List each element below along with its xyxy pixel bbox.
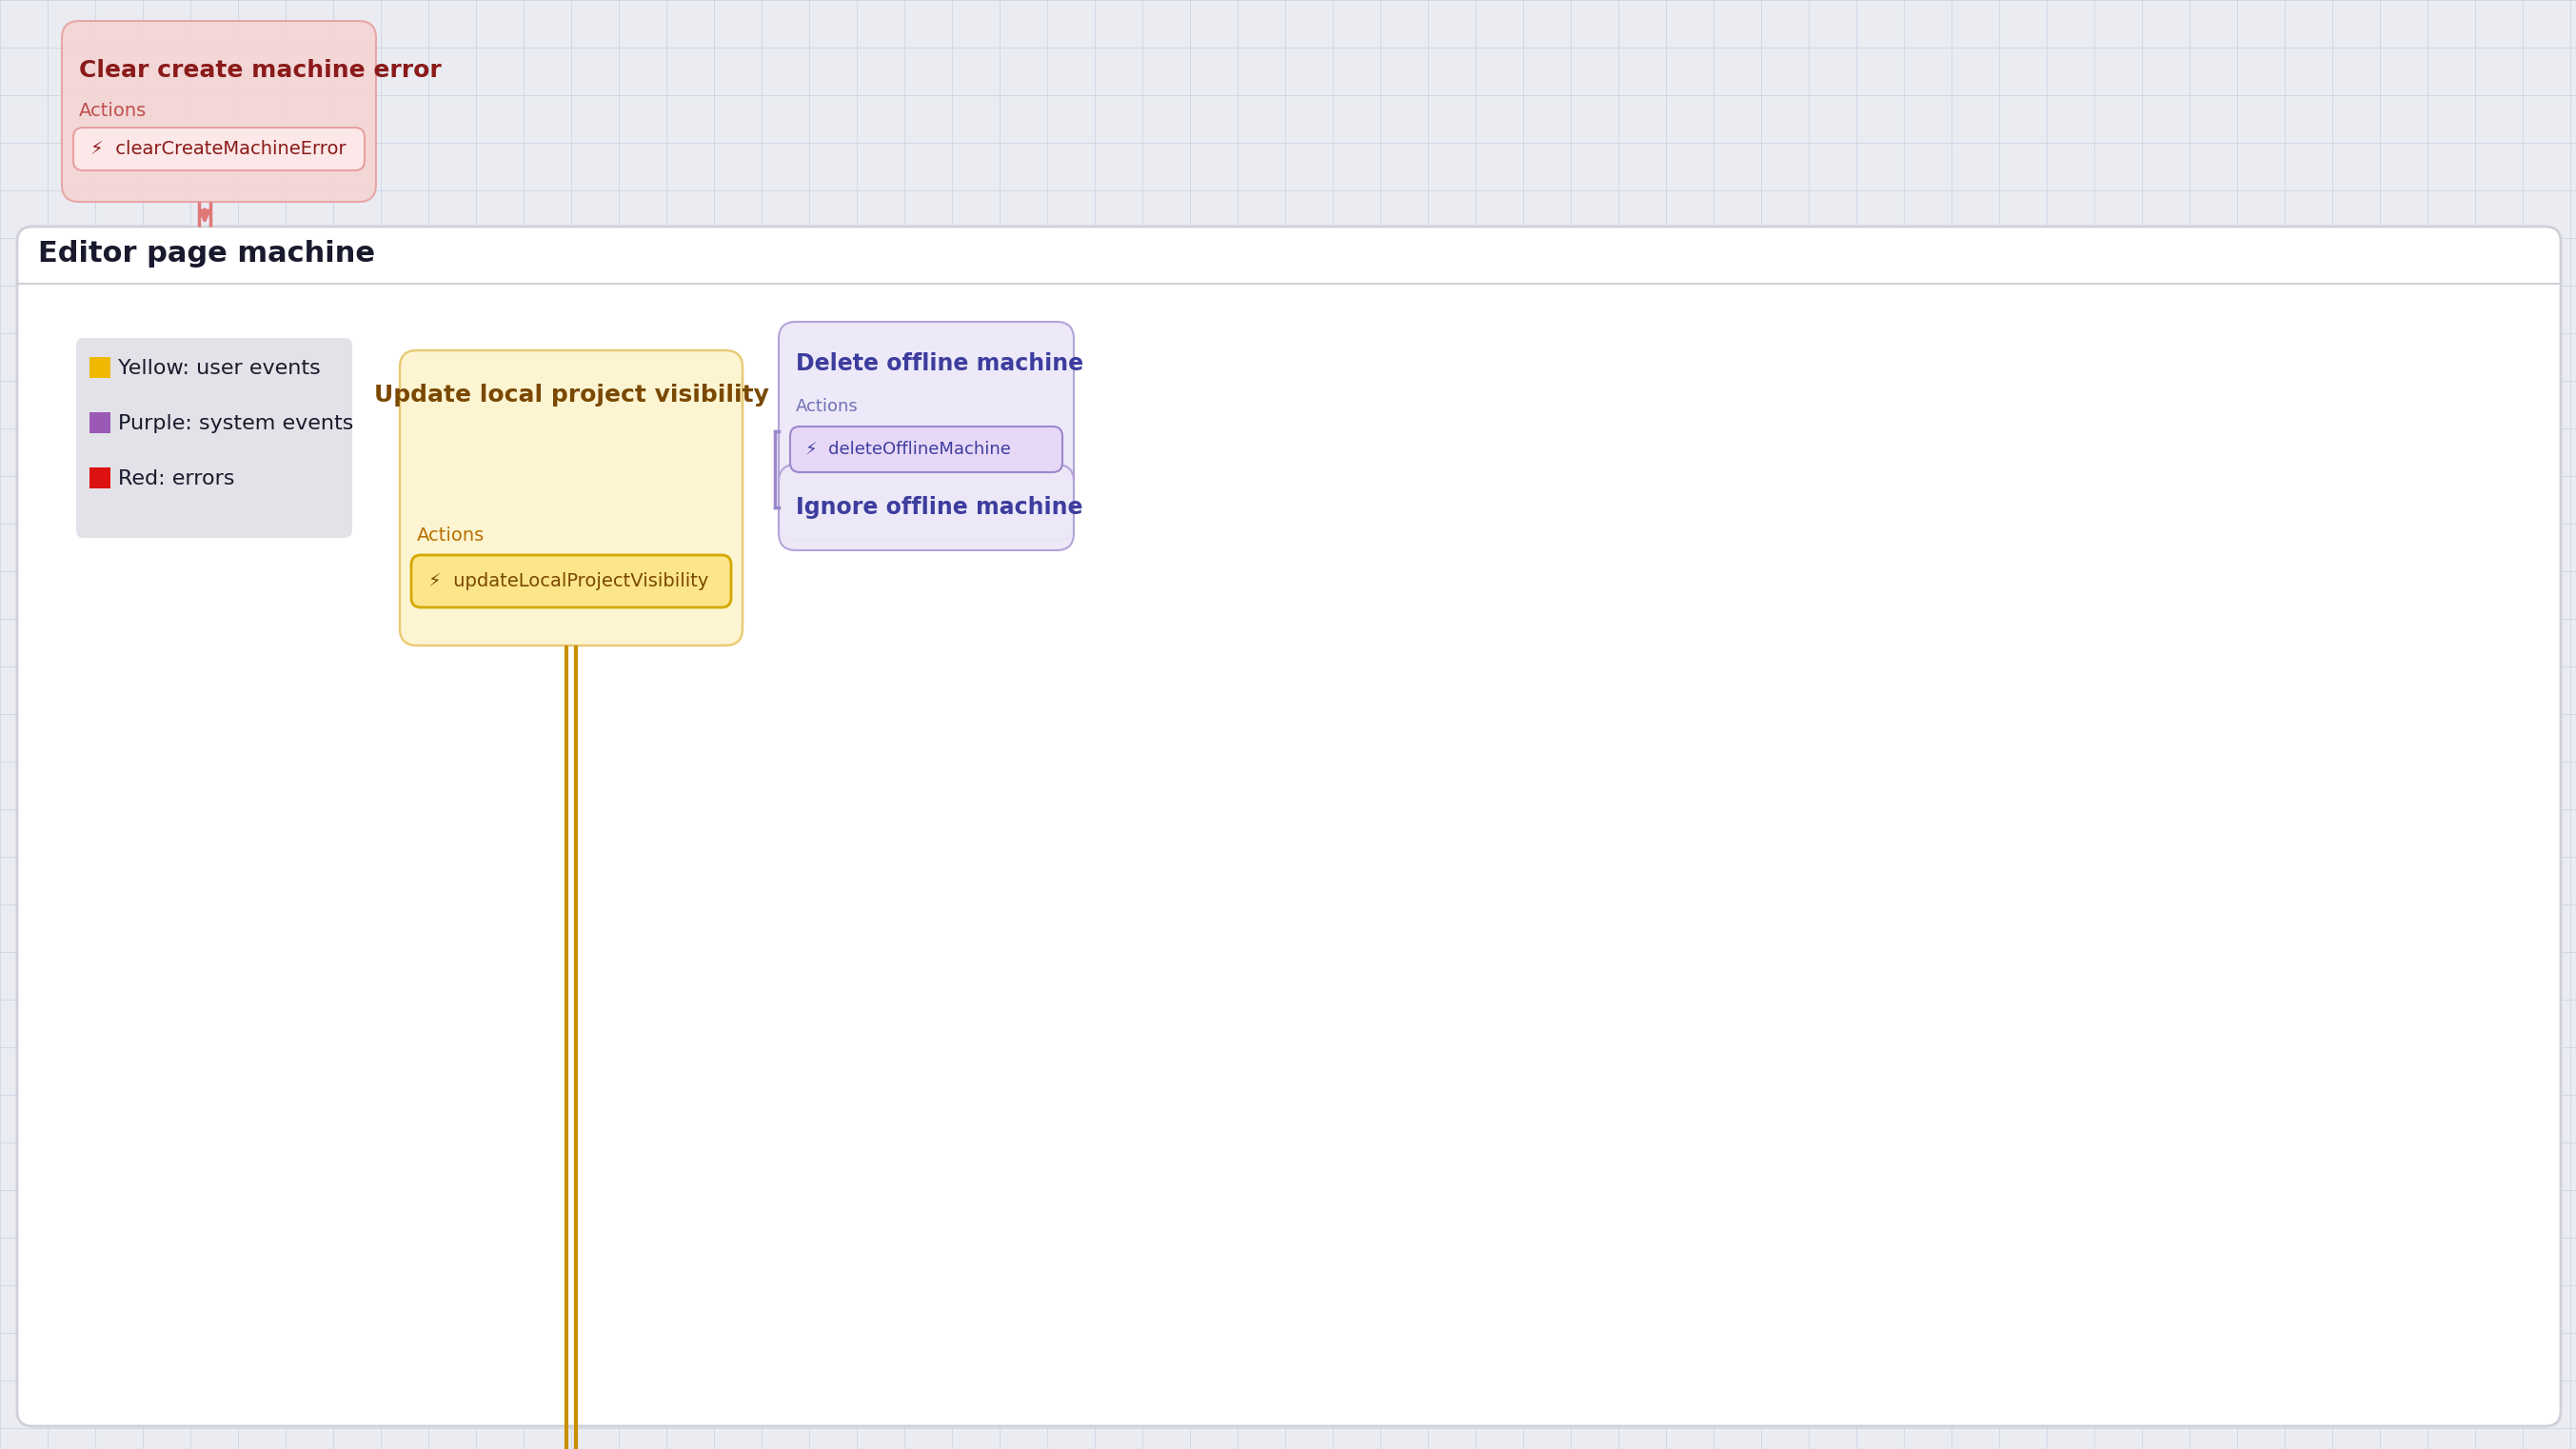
- FancyBboxPatch shape: [412, 555, 732, 607]
- FancyBboxPatch shape: [399, 351, 742, 645]
- Text: Actions: Actions: [417, 526, 484, 545]
- Text: Actions: Actions: [80, 101, 147, 120]
- FancyBboxPatch shape: [90, 412, 111, 433]
- Text: Ignore offline machine: Ignore offline machine: [796, 496, 1082, 519]
- Text: Red: errors: Red: errors: [118, 469, 234, 488]
- FancyBboxPatch shape: [778, 465, 1074, 551]
- Text: ⚡  clearCreateMachineError: ⚡ clearCreateMachineError: [90, 141, 345, 158]
- FancyBboxPatch shape: [18, 226, 2561, 1426]
- Text: Update local project visibility: Update local project visibility: [374, 384, 768, 407]
- Text: Actions: Actions: [796, 398, 858, 414]
- FancyBboxPatch shape: [778, 322, 1074, 540]
- Text: Editor page machine: Editor page machine: [39, 241, 376, 268]
- FancyBboxPatch shape: [62, 20, 376, 201]
- FancyBboxPatch shape: [90, 356, 111, 378]
- FancyBboxPatch shape: [791, 426, 1061, 472]
- Text: Yellow: user events: Yellow: user events: [118, 359, 319, 378]
- Text: ⚡  updateLocalProjectVisibility: ⚡ updateLocalProjectVisibility: [428, 572, 708, 590]
- FancyBboxPatch shape: [77, 338, 353, 538]
- Text: Purple: system events: Purple: system events: [118, 414, 353, 433]
- Text: Clear create machine error: Clear create machine error: [80, 59, 440, 83]
- Text: Delete offline machine: Delete offline machine: [796, 352, 1084, 375]
- Text: ⚡  deleteOfflineMachine: ⚡ deleteOfflineMachine: [806, 440, 1010, 458]
- FancyBboxPatch shape: [90, 468, 111, 488]
- FancyBboxPatch shape: [72, 128, 366, 171]
